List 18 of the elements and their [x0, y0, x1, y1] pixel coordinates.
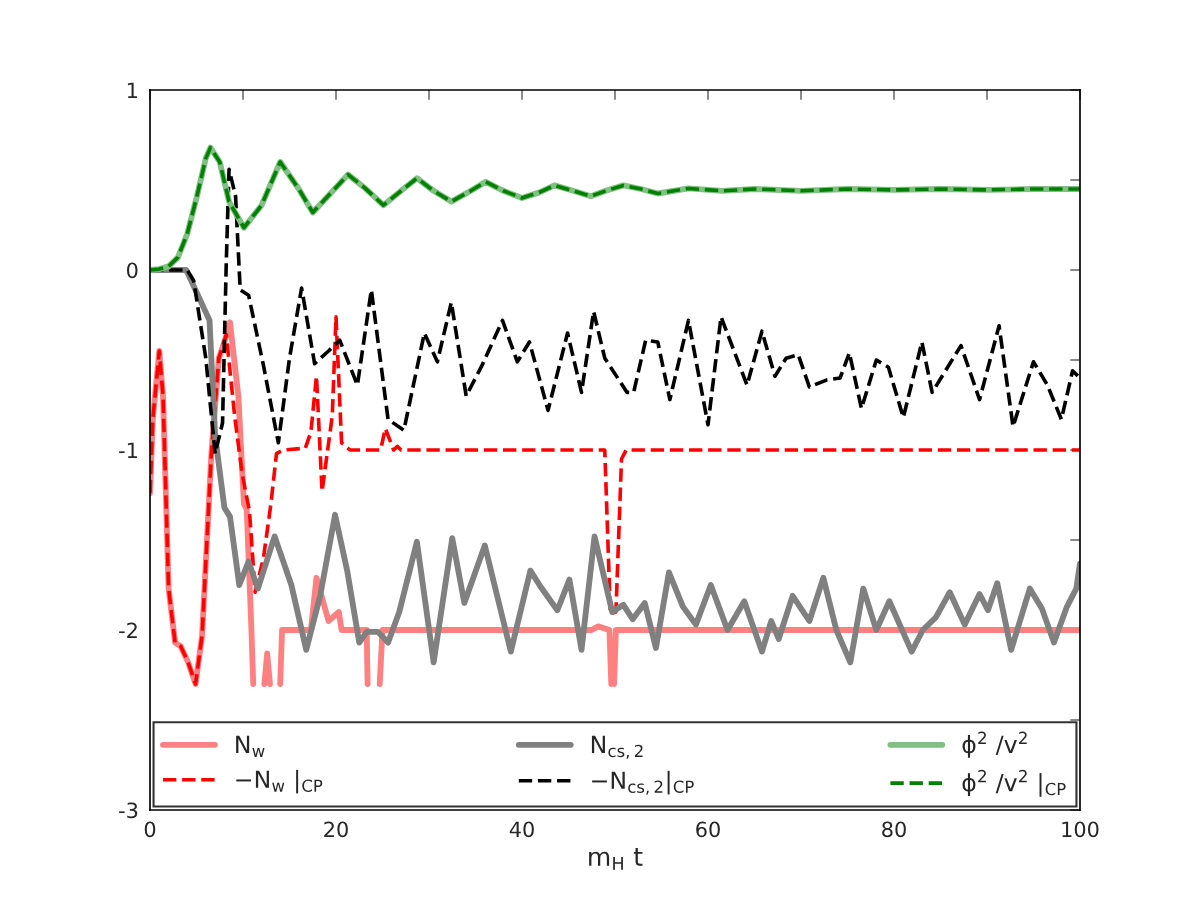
x-tick-label: 80 [882, 821, 906, 838]
legend-label: −N$_{cs,2}$|$_{CP}$ [592, 770, 694, 795]
legend-label: N$_{cs,2}$ [591, 735, 643, 759]
legend-label: −N$_{w}$ |$_{CP}$ [236, 769, 323, 794]
y-tick-label: 1 [127, 82, 137, 98]
x-axis-title: m$_{H}$ t [589, 848, 643, 870]
legend-label: ϕ$^{2}$ /v$^{2}$ |$_{CP}$ [962, 769, 1066, 797]
x-tick-label: 100 [1062, 821, 1099, 838]
x-tick-label: 0 [144, 821, 156, 838]
y-tick-label: -1 [119, 442, 137, 458]
x-tick-label: 20 [324, 821, 348, 838]
y-tick-label: 0 [127, 262, 138, 279]
x-tick-label: 60 [696, 821, 720, 838]
x-tick-label: 40 [509, 821, 534, 838]
y-tick-label: -3 [119, 802, 138, 819]
legend-label: ϕ$^{2}$ /v$^{2}$ [962, 731, 1027, 758]
legend-label: N$_{w}$ [236, 735, 265, 757]
y-tick-label: -2 [119, 622, 137, 638]
